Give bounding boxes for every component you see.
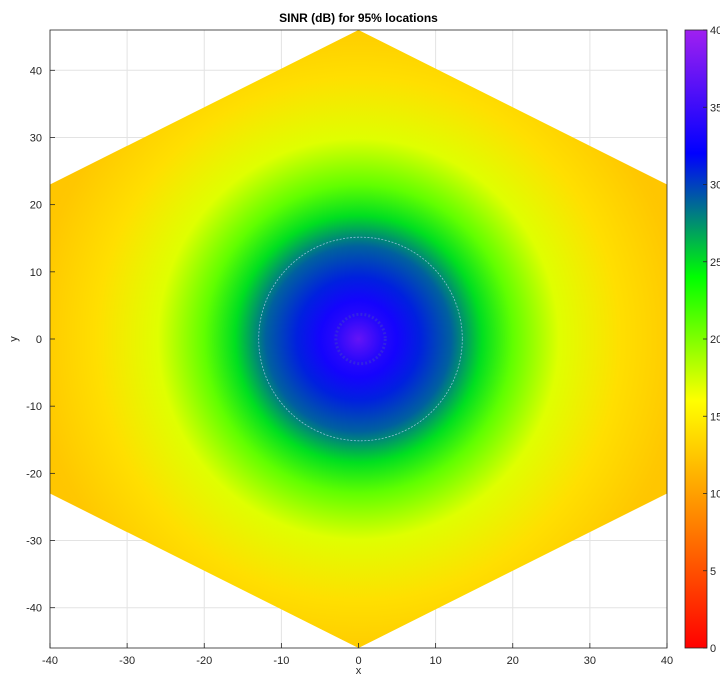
colorbar-tick-label: 20 — [710, 334, 720, 346]
x-axis-label: x — [356, 665, 362, 677]
x-tick-label: -20 — [196, 655, 212, 667]
y-tick-label: 0 — [36, 334, 42, 346]
y-tick-labels: -40 -30 -20 -10 0 10 20 30 40 — [26, 65, 55, 615]
colorbar-tick-label: 15 — [710, 411, 720, 423]
y-tick-label: 30 — [30, 132, 42, 144]
x-tick-label: -40 — [42, 655, 58, 667]
y-tick-label: -30 — [26, 536, 42, 548]
colorbar-tick-label: 5 — [710, 566, 716, 578]
y-tick-label: 10 — [30, 267, 42, 279]
contour-ring — [258, 236, 463, 442]
x-tick-label: 10 — [430, 655, 442, 667]
colorbar-tick-label: 35 — [710, 102, 720, 114]
plot-area: -40 -30 -20 -10 0 10 20 30 40 -40 -30 -20 -10 0 10 20 3… — [26, 29, 673, 667]
x-tick-label: 40 — [661, 655, 673, 667]
colorbar-tick-label: 10 — [710, 489, 720, 501]
colorbar-tick-label: 30 — [710, 180, 720, 192]
x-tick-label: 20 — [507, 655, 519, 667]
y-axis-label: y — [8, 336, 20, 342]
x-tick-label: -10 — [273, 655, 289, 667]
y-tick-label: 40 — [30, 65, 42, 77]
y-tick-label: -20 — [26, 468, 42, 480]
colorbar: 0 5 10 15 20 25 30 35 40 — [684, 25, 720, 655]
colorbar-tick-label: 25 — [710, 257, 720, 269]
y-tick-label: -40 — [26, 603, 42, 615]
chart-title: SINR (dB) for 95% locations — [279, 11, 438, 25]
colorbar-tick-label: 0 — [710, 643, 716, 655]
x-tick-label: 30 — [584, 655, 596, 667]
x-tick-labels: -40 -30 -20 -10 0 10 20 30 40 — [42, 643, 673, 667]
colorbar-tick-label: 40 — [710, 25, 720, 37]
x-tick-label: 0 — [355, 655, 361, 667]
x-tick-label: -30 — [119, 655, 135, 667]
core-ring — [334, 312, 387, 366]
colorbar-tick-labels: 0 5 10 15 20 25 30 35 40 — [703, 25, 720, 655]
y-tick-label: 20 — [30, 200, 42, 212]
y-tick-label: -10 — [26, 401, 42, 413]
